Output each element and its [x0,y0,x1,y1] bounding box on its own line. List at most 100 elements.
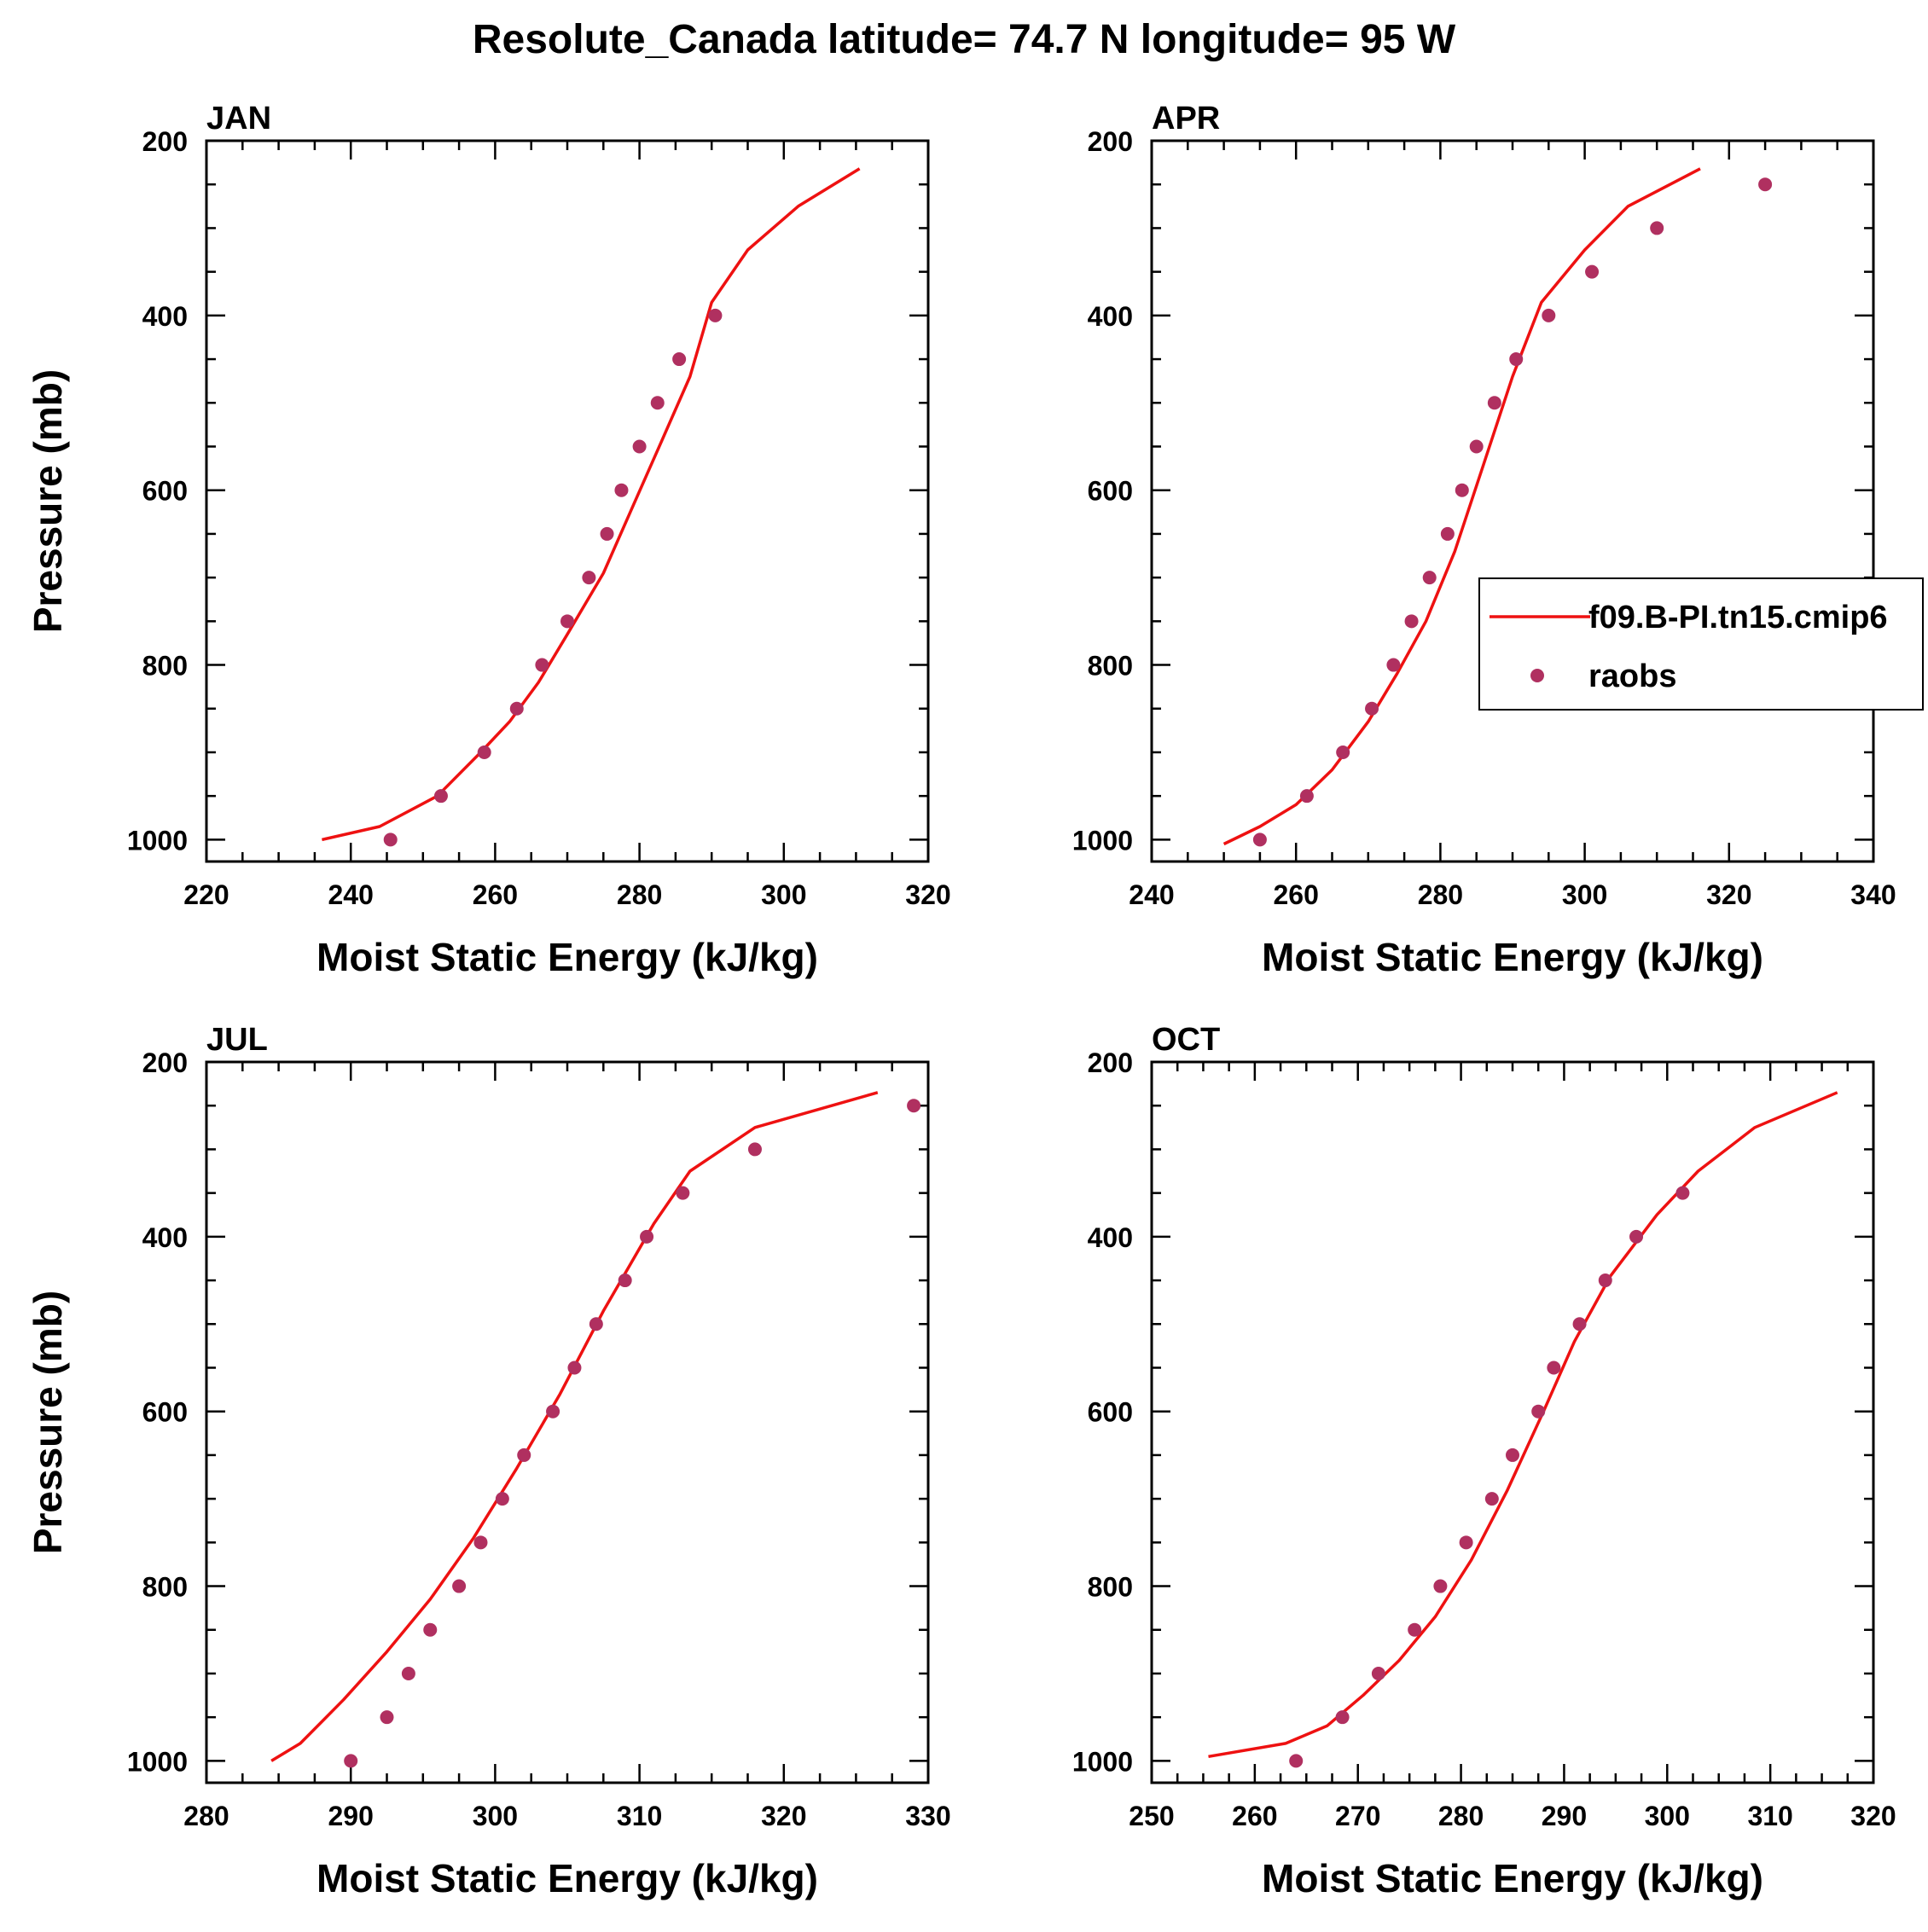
x-axis-label: Moist Static Energy (kJ/kg) [316,1856,818,1900]
plot-frame [205,1060,930,1784]
raobs-point [1585,264,1600,279]
x-tick-label: 320 [905,879,950,910]
y-tick-label: 600 [1088,1397,1133,1428]
raobs-point [640,1229,654,1244]
model-profile-line [270,1091,879,1762]
x-tick-label: 250 [1129,1801,1174,1831]
raobs-point [632,439,647,454]
y-tick-label: 1000 [1072,825,1133,856]
raobs-point [1509,352,1524,367]
y-tick-label: 1000 [127,1746,188,1777]
x-tick-label: 280 [1438,1801,1484,1831]
raobs-point [1289,1754,1304,1768]
raobs-point [1299,789,1314,804]
plot-frame [1150,139,1875,863]
x-tick-label: 240 [1129,879,1174,910]
model-profile-line [1222,167,1701,846]
raobs-point [1408,1622,1422,1637]
legend-box [1478,577,1924,711]
raobs-point [535,658,549,672]
panel-title: APR [1152,101,1220,136]
raobs-point [495,1492,509,1506]
raobs-point [1422,571,1437,585]
y-tick-label: 400 [142,301,188,332]
panel-title: JUL [206,1022,268,1058]
raobs-point [1650,221,1664,235]
x-tick-label: 290 [1542,1801,1587,1831]
x-tick-label: 240 [328,879,374,910]
raobs-point [452,1579,467,1593]
legend-marker-swatch [1530,669,1544,682]
raobs-point [473,1535,488,1550]
y-tick-label: 600 [1088,476,1133,507]
x-tick-label: 300 [761,879,806,910]
panel-title: OCT [1152,1022,1220,1058]
raobs-point [344,1754,358,1768]
raobs-point [1252,833,1267,847]
panel-apr: APR 240 260 280 300 320 340 200 400 600 800 1000 Moi… [1072,101,1896,979]
raobs-point [672,352,687,367]
x-tick-label: 300 [473,1801,518,1831]
y-tick-label: 400 [1088,1222,1133,1253]
x-tick-label: 260 [1232,1801,1277,1831]
legend-obs-label: raobs [1588,659,1676,694]
raobs-point [560,614,574,629]
raobs-point [1404,614,1419,629]
x-tick-label: 270 [1335,1801,1380,1831]
y-tick-label: 200 [1088,1047,1133,1078]
y-tick-label: 600 [142,1397,188,1428]
y-tick-label: 800 [142,1572,188,1603]
panel-jul: JUL 280 290 300 310 320 330 200 400 600 800 1000 Moi… [26,1022,951,1900]
x-tick-label: 310 [1747,1801,1792,1831]
x-tick-label: 340 [1850,879,1896,910]
raobs-point [708,308,723,322]
raobs-point [1598,1273,1612,1288]
x-tick-label: 260 [1274,879,1319,910]
raobs-point [907,1099,921,1113]
panel-jan: JAN 220 240 260 280 300 320 200 400 600 800 1000 Moi… [26,101,951,979]
raobs-point [1433,1579,1448,1593]
raobs-point [1484,1492,1499,1506]
y-tick-label: 400 [142,1222,188,1253]
y-tick-label: 200 [142,1047,188,1078]
y-tick-label: 200 [1088,126,1133,157]
raobs-point [380,1710,394,1725]
y-tick-label: 1000 [1072,1746,1133,1777]
raobs-point [1629,1229,1644,1244]
panel-title: JAN [206,101,271,136]
plot-frame [1150,1060,1875,1784]
raobs-point [517,1448,531,1462]
y-tick-label: 800 [1088,651,1133,682]
raobs-point [1572,1317,1587,1332]
raobs-point [650,396,665,410]
raobs-point [1469,439,1484,454]
x-tick-label: 300 [1562,879,1607,910]
raobs-point [1487,396,1501,410]
y-tick-label: 800 [1088,1572,1133,1603]
x-tick-label: 320 [1850,1801,1896,1831]
raobs-point [423,1622,438,1637]
y-tick-label: 600 [142,476,188,507]
x-tick-label: 300 [1645,1801,1690,1831]
raobs-point [1440,526,1455,541]
raobs-point [433,789,448,804]
raobs-point [1547,1361,1561,1375]
x-tick-label: 320 [761,1801,806,1831]
raobs-point [676,1186,690,1200]
raobs-point [1365,701,1379,716]
x-tick-label: 290 [328,1801,374,1831]
y-axis-label: Pressure (mb) [26,369,70,633]
x-axis-label: Moist Static Energy (kJ/kg) [316,935,818,979]
x-tick-label: 280 [183,1801,229,1831]
raobs-point [546,1404,560,1419]
raobs-point [600,526,614,541]
raobs-point [1371,1666,1385,1680]
y-tick-label: 400 [1088,301,1133,332]
raobs-point [477,745,491,759]
raobs-point [1675,1186,1690,1200]
raobs-point [618,1273,632,1288]
legend-model-label: f09.B-PI.tn15.cmip6 [1588,600,1888,635]
raobs-point [747,1142,762,1157]
